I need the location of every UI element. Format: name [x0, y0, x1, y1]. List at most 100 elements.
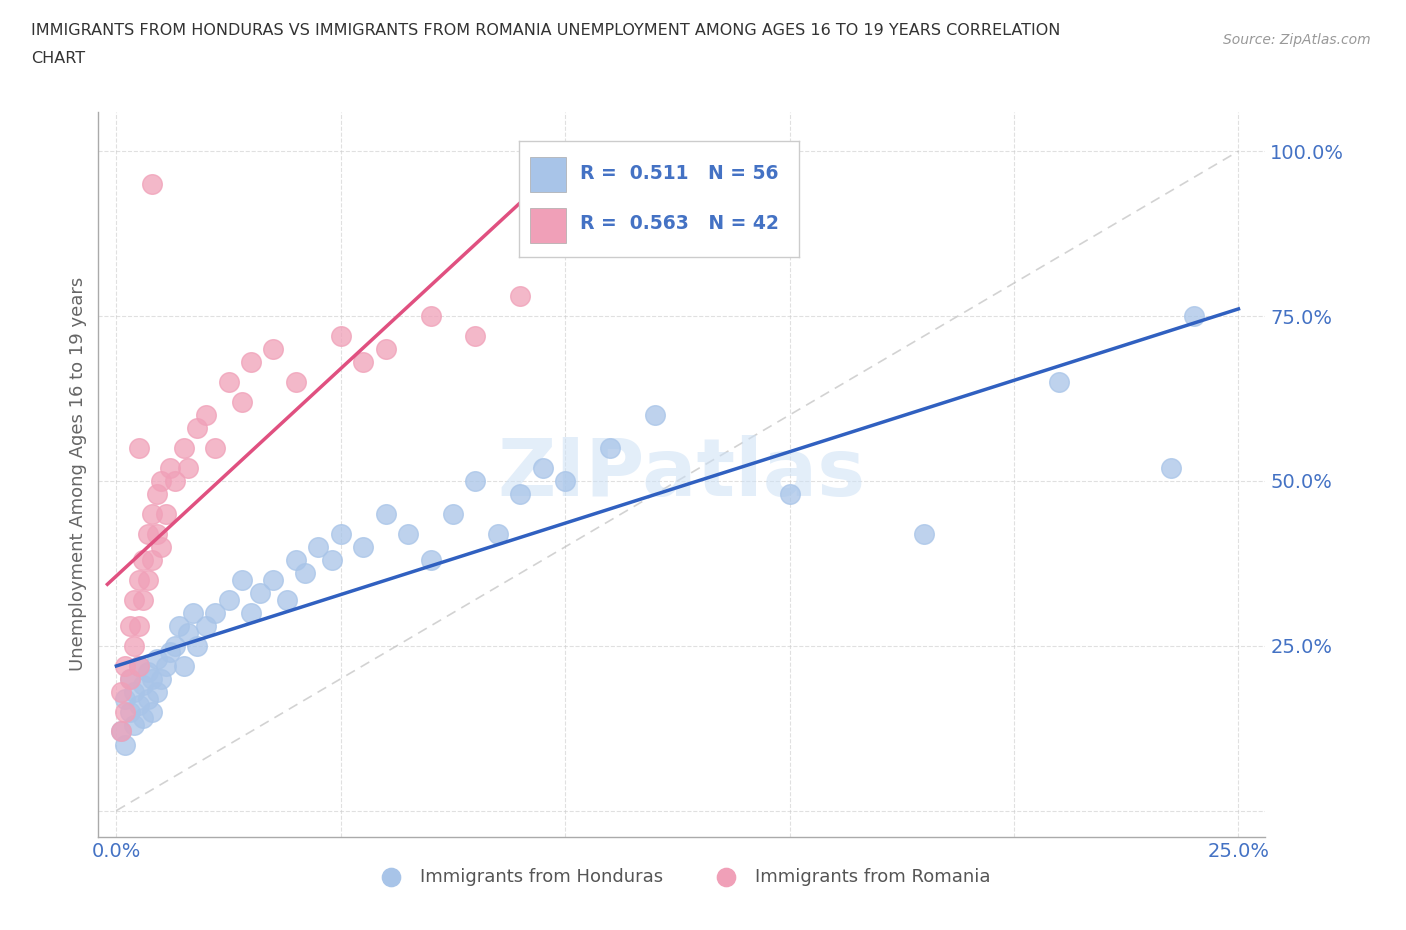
Point: [128, 572, 150, 587]
Point: [173, 658, 195, 673]
Point: [155, 507, 177, 522]
Point: [231, 394, 253, 409]
Text: ZIPatlas: ZIPatlas: [498, 435, 866, 513]
Point: [124, 717, 146, 732]
Point: [1047, 375, 1070, 390]
Point: [150, 473, 173, 488]
Point: [110, 684, 132, 699]
Point: [531, 460, 554, 475]
Point: [249, 586, 271, 601]
Point: [136, 691, 159, 706]
Point: [321, 552, 343, 567]
Point: [124, 592, 146, 607]
Point: [240, 605, 263, 620]
Point: [128, 658, 150, 673]
Point: [128, 698, 150, 712]
Point: [240, 354, 263, 369]
Point: [146, 486, 169, 501]
Point: [599, 441, 621, 456]
Point: [912, 526, 935, 541]
Point: [150, 539, 173, 554]
Point: [114, 704, 136, 719]
Point: [150, 671, 173, 686]
Text: Source: ZipAtlas.com: Source: ZipAtlas.com: [1223, 33, 1371, 46]
Point: [110, 724, 132, 739]
Point: [118, 618, 141, 633]
Point: [141, 704, 163, 719]
Point: [124, 638, 146, 653]
Point: [329, 526, 352, 541]
Y-axis label: Unemployment Among Ages 16 to 19 years: Unemployment Among Ages 16 to 19 years: [69, 277, 87, 671]
Point: [486, 526, 509, 541]
Point: [136, 526, 159, 541]
Point: [163, 638, 186, 653]
Point: [195, 618, 218, 633]
Point: [419, 552, 441, 567]
Point: [146, 526, 169, 541]
Point: [186, 420, 208, 435]
Point: [419, 309, 441, 324]
Point: [284, 552, 307, 567]
Point: [132, 711, 155, 725]
Point: [464, 473, 486, 488]
Point: [284, 375, 307, 390]
Point: [132, 592, 155, 607]
Point: [307, 539, 329, 554]
Point: [136, 572, 159, 587]
Point: [110, 724, 132, 739]
Text: IMMIGRANTS FROM HONDURAS VS IMMIGRANTS FROM ROMANIA UNEMPLOYMENT AMONG AGES 16 T: IMMIGRANTS FROM HONDURAS VS IMMIGRANTS F…: [31, 23, 1060, 38]
Point: [779, 486, 801, 501]
Point: [276, 592, 298, 607]
Point: [132, 552, 155, 567]
Point: [218, 592, 240, 607]
Point: [136, 665, 159, 680]
Point: [141, 671, 163, 686]
Point: [509, 486, 531, 501]
Point: [509, 289, 531, 304]
Point: [124, 684, 146, 699]
Point: [173, 441, 195, 456]
Point: [132, 678, 155, 693]
Point: [396, 526, 419, 541]
Point: [186, 638, 208, 653]
Point: [329, 328, 352, 343]
Point: [141, 552, 163, 567]
Point: [294, 565, 316, 580]
Point: [464, 328, 486, 343]
Point: [128, 441, 150, 456]
Point: [204, 441, 226, 456]
Point: [263, 572, 285, 587]
Point: [118, 671, 141, 686]
Point: [163, 473, 186, 488]
Point: [155, 658, 177, 673]
Point: [204, 605, 226, 620]
Point: [177, 460, 200, 475]
Point: [181, 605, 204, 620]
Point: [118, 671, 141, 686]
Point: [141, 507, 163, 522]
Point: [128, 618, 150, 633]
Point: [352, 539, 374, 554]
Point: [218, 375, 240, 390]
Point: [141, 177, 163, 192]
Point: [554, 473, 576, 488]
Point: [352, 354, 374, 369]
Text: CHART: CHART: [31, 51, 84, 66]
Point: [644, 407, 666, 422]
Point: [118, 704, 141, 719]
Legend: Immigrants from Honduras, Immigrants from Romania: Immigrants from Honduras, Immigrants fro…: [366, 861, 998, 893]
Point: [177, 625, 200, 640]
Point: [114, 691, 136, 706]
Point: [159, 460, 181, 475]
Point: [195, 407, 218, 422]
Point: [114, 737, 136, 752]
Point: [1182, 309, 1205, 324]
Point: [146, 684, 169, 699]
Point: [263, 341, 285, 356]
Point: [374, 507, 396, 522]
Point: [374, 341, 396, 356]
Point: [441, 507, 464, 522]
Point: [231, 572, 253, 587]
Point: [159, 644, 181, 659]
Point: [114, 658, 136, 673]
